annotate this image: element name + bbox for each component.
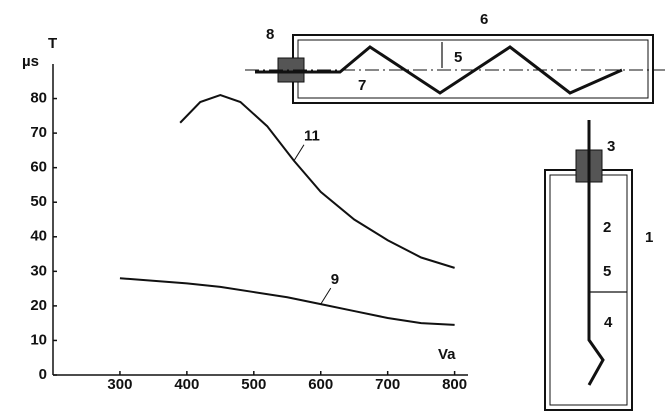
curve-label: 9 (331, 271, 339, 288)
y-tick-label: 10 (30, 331, 47, 348)
top-diagram: 8 6 5 7 (245, 11, 665, 104)
y-tick-label: 60 (30, 159, 47, 176)
y-tick-label: 0 (39, 366, 47, 383)
label: 4 (604, 314, 613, 331)
x-tick-label: 600 (308, 376, 333, 393)
y-tick-label: 40 (30, 228, 47, 245)
label: 7 (358, 77, 366, 94)
leader (293, 144, 305, 162)
x-tick-label: 400 (174, 376, 199, 393)
label: 3 (607, 138, 615, 155)
y-tick-label: 50 (30, 193, 47, 210)
curve-label: 11 (304, 128, 320, 145)
x-tick-label: 800 (442, 376, 467, 393)
label: 5 (603, 263, 611, 280)
electrode (255, 45, 623, 95)
leader (320, 287, 332, 305)
x-tick-label: 500 (241, 376, 266, 393)
y-label: T (48, 35, 57, 52)
y-tick-label: 80 (30, 90, 47, 107)
label: 8 (266, 26, 274, 43)
label: 5 (454, 49, 462, 66)
label: 6 (480, 11, 488, 28)
tube-inner (297, 39, 649, 99)
curve (179, 94, 455, 269)
y-tick-label: 70 (30, 124, 47, 141)
x-label: Va (438, 346, 456, 363)
x-tick-label: 300 (107, 376, 132, 393)
side-diagram: 3 2 1 5 4 (544, 120, 653, 411)
x-tick-label: 700 (375, 376, 400, 393)
label: 1 (645, 229, 653, 246)
electrode (587, 120, 605, 386)
curve (119, 277, 455, 326)
y-unit: µs (22, 53, 39, 70)
tube-outer (292, 34, 654, 104)
y-tick-label: 30 (30, 262, 47, 279)
y-tick-label: 20 (30, 297, 47, 314)
label: 2 (603, 219, 611, 236)
